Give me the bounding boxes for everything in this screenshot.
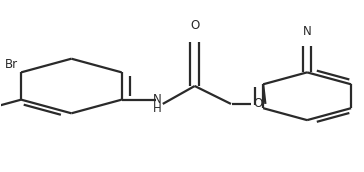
Text: N: N [303, 25, 312, 38]
Text: Br: Br [5, 58, 18, 71]
Text: O: O [190, 19, 199, 32]
Text: H: H [153, 102, 162, 115]
Text: N: N [153, 93, 162, 106]
Text: O: O [253, 97, 263, 110]
